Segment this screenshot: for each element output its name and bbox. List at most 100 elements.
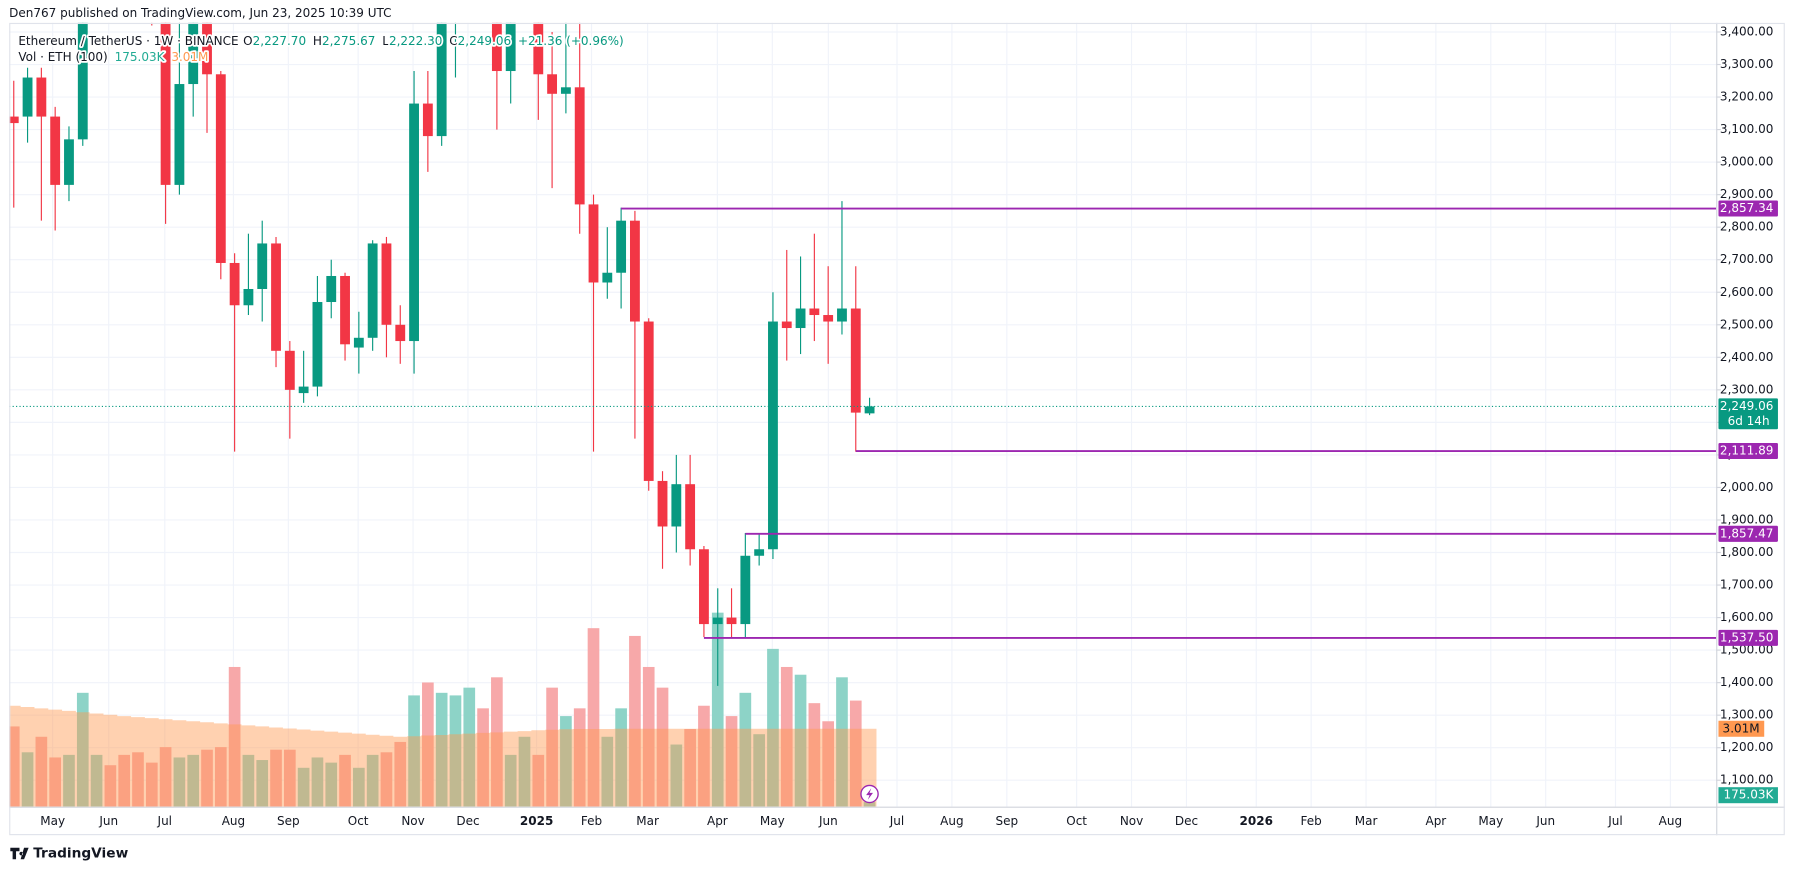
x-tick-label: Apr [707, 814, 728, 828]
candle-body [298, 386, 309, 394]
volume-value: 175.03K [115, 50, 166, 64]
y-tick-label: 1,700.00 [1720, 578, 1773, 592]
volume-bar [725, 716, 738, 807]
ohlc-key: C [449, 34, 457, 48]
y-tick-label: 3,100.00 [1720, 122, 1773, 136]
countdown-label: 6d 14h [1728, 414, 1770, 428]
volume-bar [642, 666, 655, 807]
candle-body [160, 22, 171, 185]
volume-bar [214, 747, 227, 807]
x-tick-label: Aug [222, 814, 245, 828]
candle-body [547, 74, 558, 94]
candle-body [22, 77, 33, 117]
volume-legend-row: Vol · ETH (100) 175.03K 3.01M [18, 50, 208, 64]
plot-area [9, 22, 1717, 807]
volume-bar [601, 736, 614, 807]
volume-bar [670, 744, 683, 807]
x-tick-label: May [760, 814, 785, 828]
candle-body [215, 74, 226, 263]
volume-bar [35, 736, 48, 807]
volume-bar [449, 695, 462, 807]
x-tick-label: Jun [98, 814, 118, 828]
volume-bar [629, 635, 641, 807]
x-tick-label: Mar [636, 814, 659, 828]
candle-body [616, 220, 627, 273]
volume-bar [753, 734, 765, 807]
volume-bar [408, 695, 420, 807]
volume-bar [518, 736, 531, 807]
volume-bar [435, 692, 448, 807]
y-tick-label: 2,800.00 [1720, 220, 1773, 234]
volume-bar [711, 612, 724, 807]
volume-bar [587, 628, 600, 807]
candle-body [643, 321, 654, 481]
volume-bar [49, 757, 62, 807]
publisher-line: Den767 published on TradingView.com, Jun… [9, 6, 391, 20]
volume-bar [849, 700, 862, 807]
candle-body [823, 315, 834, 322]
x-tick-label: Nov [1120, 814, 1143, 828]
x-tick-label: Aug [940, 814, 963, 828]
x-tick-label: Aug [1659, 814, 1682, 828]
volume-bar [173, 757, 186, 807]
y-tick-label: 3,200.00 [1720, 90, 1773, 104]
x-tick-label: May [40, 814, 65, 828]
volume-bar [422, 682, 434, 807]
x-tick-label: Jul [1607, 814, 1622, 828]
y-tick-label: 1,100.00 [1720, 773, 1773, 787]
volume-bar [863, 802, 876, 807]
candle-body [795, 308, 806, 329]
candle-body [367, 243, 378, 338]
symbol-name: Ethereum / TetherUS · 1W · BINANCE [18, 34, 238, 48]
volume-bar [145, 762, 158, 807]
volume-bar [283, 749, 296, 807]
candle-body [9, 116, 19, 124]
volume-bar [21, 752, 34, 807]
volume-bar [394, 741, 407, 807]
volume-bar [353, 767, 365, 807]
y-tick-label: 1,300.00 [1720, 708, 1773, 722]
volume-bar [242, 754, 255, 807]
volume-label: 175.03K [1724, 788, 1775, 802]
volume-name: Vol · ETH (100) [18, 50, 107, 64]
volume-bar [90, 754, 103, 807]
ohlc-key: H [313, 34, 322, 48]
volume-bar [463, 687, 476, 807]
ohlc-value: 2,222.30 [389, 34, 442, 48]
x-tick-label: Dec [1175, 814, 1198, 828]
volume-bar [132, 752, 144, 807]
frame [9, 22, 1785, 836]
candle-body [657, 480, 668, 527]
candle-body [229, 262, 240, 306]
candle-body [505, 22, 516, 72]
volume-bar [311, 757, 324, 807]
volume-bar [822, 721, 835, 807]
volume-bar [159, 747, 172, 807]
candle-body [574, 87, 585, 205]
candle-body [850, 308, 861, 413]
candle-body [754, 549, 765, 556]
candle-body [64, 139, 74, 185]
change-value: +21.36 (+0.96%) [518, 34, 624, 48]
x-tick-label: Oct [348, 814, 369, 828]
candle-body [864, 406, 875, 414]
candle-body [436, 22, 447, 137]
y-tick-label: 2,400.00 [1720, 350, 1773, 364]
x-tick-label: Jul [889, 814, 904, 828]
volume-bar [366, 754, 379, 807]
volume-bar [325, 762, 338, 807]
x-tick-label: Apr [1425, 814, 1446, 828]
volume-bar [256, 760, 269, 807]
volume-bar [573, 708, 586, 807]
candle-body [560, 87, 571, 94]
candle-body [243, 288, 254, 306]
x-tick-label: May [1478, 814, 1503, 828]
last-price-box [1718, 398, 1778, 430]
logo-mark [10, 847, 29, 860]
ohlc-key: O [243, 34, 252, 48]
volume-ma-area [9, 705, 877, 807]
candle-body [395, 324, 406, 342]
candle-body [781, 321, 792, 329]
